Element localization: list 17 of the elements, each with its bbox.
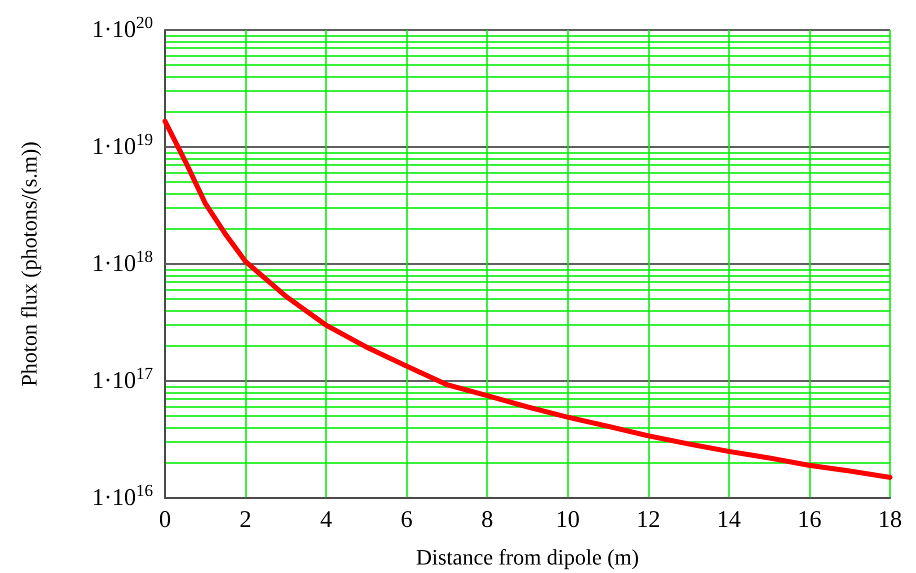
x-tick-label: 16 [797,507,822,533]
y-axis-title: Photon flux (photons/(s.m)) [16,141,42,387]
x-tick-label: 18 [878,507,902,533]
y-tick-label: 1·10$^{20}$ [92,13,153,45]
x-tick-label: 12 [636,507,660,533]
y-tick-label: 1·10$^{16}$ [92,481,153,513]
y-tick-label: 1·10$^{17}$ [92,364,153,396]
x-tick-label: 8 [481,507,494,533]
y-tick-label: 1·10$^{18}$ [92,247,153,279]
x-axis-title: Distance from dipole (m) [416,544,639,570]
x-tick-label: 6 [400,507,413,533]
x-tick-label: 0 [159,507,171,533]
x-tick-label: 2 [240,507,252,533]
x-tick-label: 14 [716,507,741,533]
x-tick-label: 4 [320,507,332,533]
x-tick-label: 10 [556,507,580,533]
y-tick-label: 1·10$^{19}$ [92,130,153,162]
